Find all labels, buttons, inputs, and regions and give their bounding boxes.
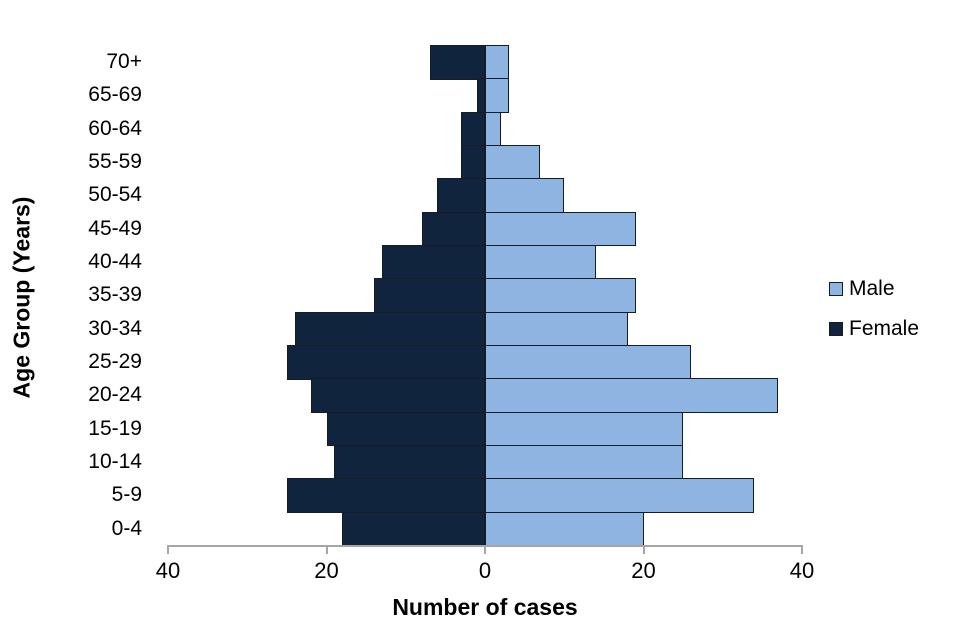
bar-female-55-59 (461, 145, 485, 180)
pyramid-row-0-4 (168, 511, 802, 547)
bar-male-30-34 (485, 311, 628, 347)
pyramid-row-15-19 (168, 411, 802, 447)
bar-female-60-64 (461, 111, 485, 147)
bar-female-15-19 (326, 411, 485, 447)
pyramid-row-20-24 (168, 378, 802, 414)
x-tick-label-1: 20 (314, 558, 339, 583)
bar-female-5-9 (286, 478, 485, 514)
bar-female-65-69 (477, 78, 485, 114)
bar-male-20-24 (485, 378, 779, 414)
x-tick-label-4: 40 (789, 558, 815, 583)
bar-female-0-4 (342, 511, 485, 547)
x-axis-title: Number of cases (392, 594, 578, 620)
bar-male-10-14 (485, 445, 684, 480)
female-swatch-icon (829, 322, 843, 336)
bar-female-25-29 (286, 345, 485, 380)
legend-label-female: Female (849, 317, 920, 340)
category-label-5-9: 5-9 (111, 483, 142, 507)
pyramid-row-60-64 (168, 111, 802, 147)
bar-female-10-14 (334, 445, 485, 480)
bar-male-60-64 (485, 111, 501, 147)
bar-male-5-9 (485, 478, 755, 514)
bar-male-25-29 (485, 345, 692, 380)
category-label-15-19: 15-19 (88, 416, 142, 440)
bar-male-15-19 (485, 411, 684, 447)
category-label-65-69: 65-69 (88, 83, 142, 107)
male-swatch-icon (829, 282, 843, 296)
pyramid-row-40-44 (168, 245, 802, 280)
plot-area (168, 45, 802, 547)
pyramid-row-25-29 (168, 345, 802, 380)
bar-female-20-24 (310, 378, 485, 414)
category-label-70+: 70+ (106, 50, 142, 73)
x-tick-40 (167, 545, 169, 554)
legend-label-male: Male (849, 277, 895, 300)
category-label-0-4: 0-4 (111, 516, 142, 540)
bar-male-50-54 (485, 178, 565, 214)
category-label-20-24: 20-24 (88, 383, 142, 407)
bar-female-35-39 (374, 278, 485, 314)
pyramid-row-30-34 (168, 311, 802, 347)
bar-male-40-44 (485, 245, 596, 280)
pyramid-row-70+ (168, 45, 802, 80)
pyramid-row-10-14 (168, 445, 802, 480)
bar-female-70+ (429, 45, 485, 80)
category-label-30-34: 30-34 (88, 316, 142, 340)
bar-male-65-69 (485, 78, 509, 114)
x-tick-40 (801, 545, 803, 554)
category-label-35-39: 35-39 (88, 283, 142, 307)
pyramid-row-55-59 (168, 145, 802, 180)
category-label-10-14: 10-14 (88, 450, 142, 473)
category-label-55-59: 55-59 (88, 150, 142, 173)
category-label-45-49: 45-49 (88, 216, 142, 240)
bar-male-35-39 (485, 278, 636, 314)
pyramid-row-45-49 (168, 211, 802, 247)
pyramid-row-35-39 (168, 278, 802, 314)
x-tick-label-3: 20 (631, 558, 656, 583)
category-label-40-44: 40-44 (88, 250, 142, 273)
legend: Male Female (829, 277, 919, 357)
category-label-50-54: 50-54 (88, 183, 142, 207)
bar-male-45-49 (485, 211, 636, 247)
legend-item-male: Male (829, 277, 919, 304)
x-tick-label-0: 40 (155, 558, 181, 583)
x-tick-0 (484, 545, 486, 554)
y-axis-category-labels: 70+ 65-69 60-64 55-59 50-54 45-49 40-44 35-39 30… (0, 45, 142, 545)
x-tick-20 (642, 545, 645, 554)
bar-female-50-54 (437, 178, 485, 214)
bar-male-55-59 (485, 145, 541, 180)
pyramid-row-50-54 (168, 178, 802, 214)
bar-male-70+ (485, 45, 509, 80)
pyramid-row-65-69 (168, 78, 802, 114)
bar-female-40-44 (381, 245, 485, 280)
x-tick-label-2: 0 (478, 558, 492, 583)
bar-male-0-4 (485, 511, 644, 547)
bar-female-45-49 (421, 211, 485, 247)
pyramid-row-5-9 (168, 478, 802, 514)
x-tick-20 (325, 545, 328, 554)
bar-female-30-34 (294, 311, 485, 347)
legend-item-female: Female (829, 317, 919, 344)
category-label-25-29: 25-29 (88, 350, 142, 373)
category-label-60-64: 60-64 (88, 116, 142, 140)
